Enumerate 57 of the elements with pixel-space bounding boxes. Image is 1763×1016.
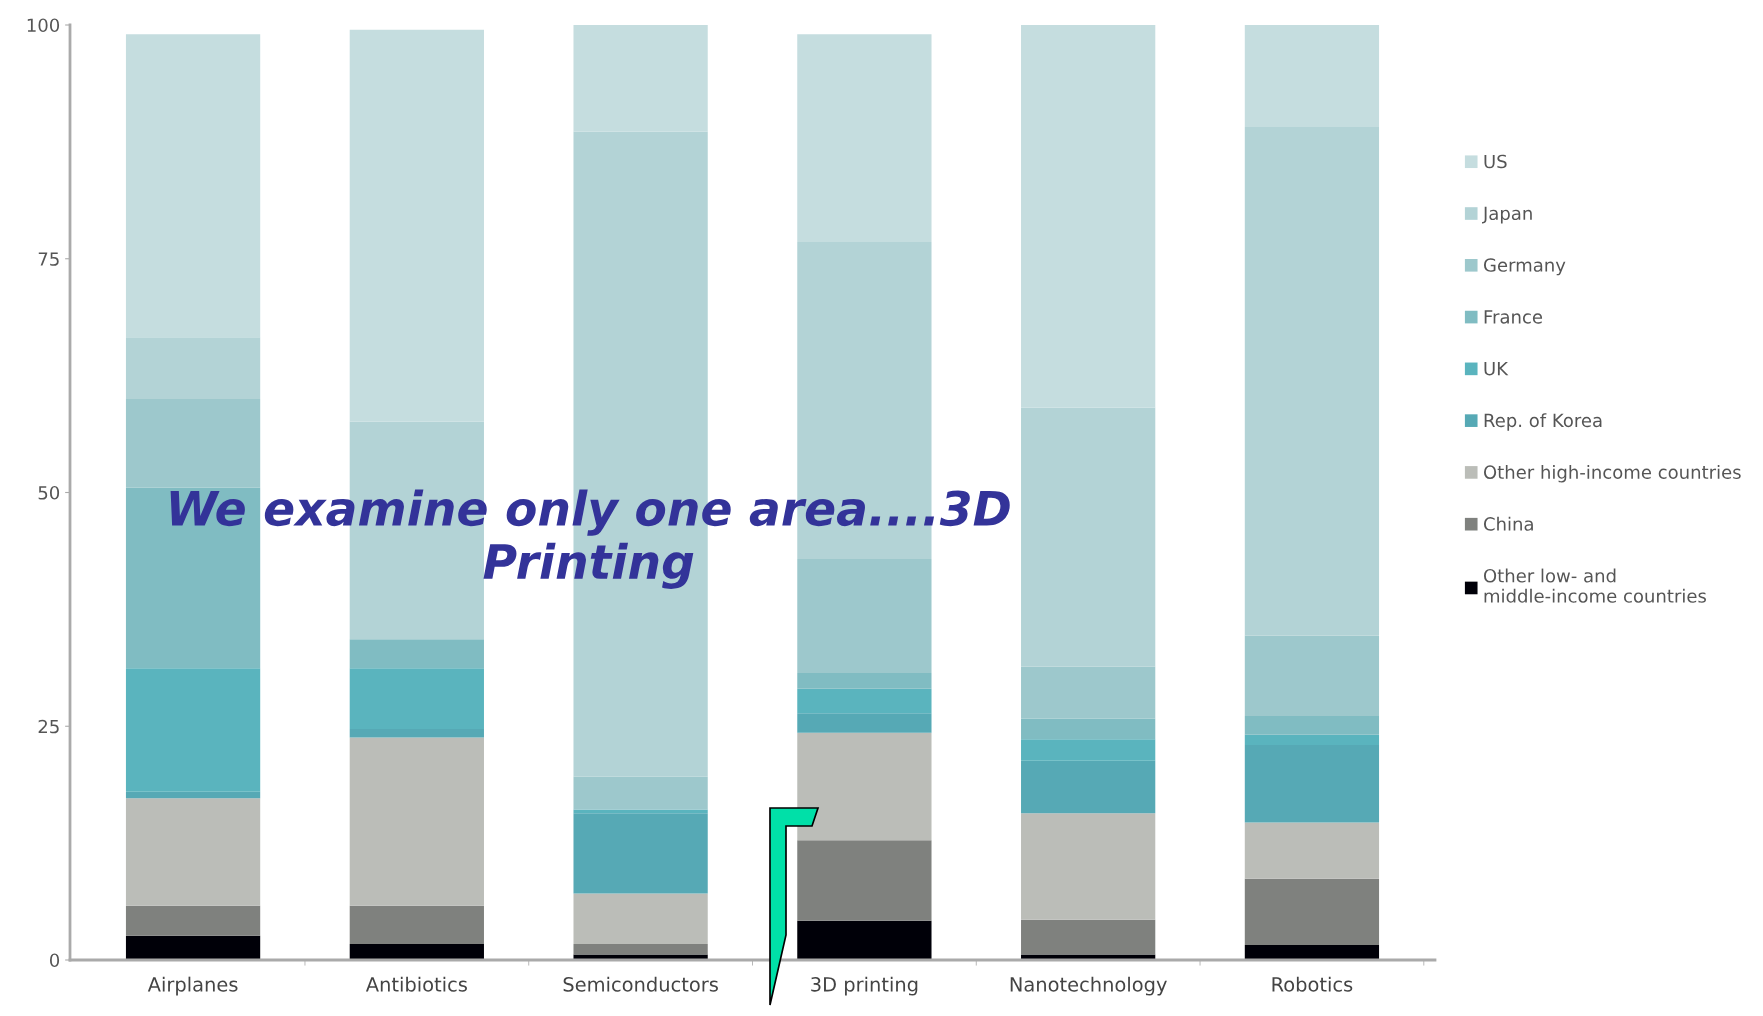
- x-tick-label: Airplanes: [147, 976, 238, 996]
- bar: [125, 337, 261, 399]
- legend-label: China: [1483, 516, 1533, 531]
- bar: [573, 893, 708, 945]
- bar: [349, 944, 484, 960]
- bar: [797, 34, 932, 242]
- legend-label: UK: [1484, 362, 1509, 376]
- bar: [797, 672, 932, 689]
- bar: [349, 639, 484, 669]
- y-tick-label: 75: [38, 252, 59, 266]
- legend-label: US: [1484, 154, 1507, 169]
- bar: [1021, 813, 1156, 920]
- bar: [1021, 718, 1156, 740]
- annotation: We examine only one area....3D Printing: [170, 489, 1010, 589]
- bar: [1244, 822, 1380, 879]
- bar: [573, 813, 708, 894]
- bar: [1021, 407, 1156, 667]
- bar: [1244, 25, 1380, 127]
- bar: [1244, 945, 1380, 960]
- legend-label: Germany: [1483, 258, 1566, 276]
- legend-label: Rep. of Korea: [1484, 413, 1602, 431]
- bar: [125, 798, 261, 906]
- y-tick-label: 0: [49, 953, 60, 968]
- bar: [1021, 666, 1156, 719]
- bar: [125, 905, 261, 936]
- y-tick-label: 25: [38, 719, 59, 734]
- bar: [349, 737, 484, 906]
- bar: [125, 935, 261, 960]
- bar: [125, 487, 261, 669]
- legend-label: France: [1484, 310, 1543, 324]
- x-tick-label: 3D printing: [811, 976, 918, 996]
- bar: [1244, 635, 1380, 716]
- bar: [1244, 878, 1380, 946]
- y-tick-label: 50: [38, 485, 60, 500]
- bar: [573, 776, 708, 810]
- legend-label: Other low- and middle-income countries: [1483, 568, 1707, 603]
- bar: [349, 29, 484, 422]
- bar: [1244, 715, 1380, 735]
- x-tick-label: Nanotechnology: [1010, 976, 1167, 996]
- bar: [1021, 25, 1156, 408]
- legend-label: Other high-income countries: [1483, 465, 1741, 483]
- bar: [797, 920, 932, 960]
- bar: [125, 399, 261, 488]
- x-tick-label: Robotics: [1272, 976, 1353, 992]
- x-tick-label: Antibiotics: [365, 976, 467, 992]
- bar: [573, 954, 708, 960]
- bar: [573, 944, 708, 955]
- bar: [797, 558, 932, 673]
- bar: [1244, 126, 1380, 636]
- bar: [797, 732, 932, 841]
- x-tick-label: Semiconductors: [563, 976, 718, 992]
- bar: [125, 34, 261, 338]
- legend-label: Japan: [1482, 206, 1532, 224]
- bar: [349, 905, 484, 945]
- y-tick-label: 100: [27, 18, 60, 33]
- bar: [573, 25, 708, 132]
- bar: [1021, 919, 1156, 955]
